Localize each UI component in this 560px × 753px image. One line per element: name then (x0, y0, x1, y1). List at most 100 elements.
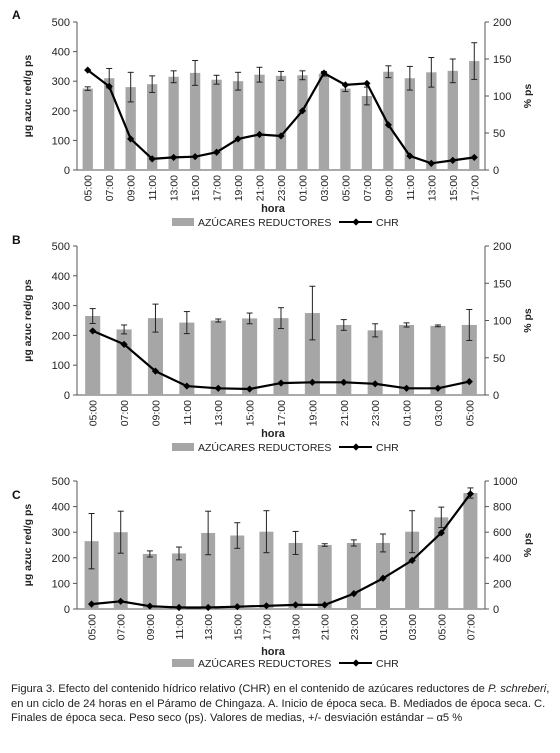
bar (125, 87, 136, 170)
legend-bar-label: AZÚCARES REDUCTORES (198, 657, 331, 670)
chr-point (84, 66, 92, 74)
bar (426, 72, 437, 170)
bar (211, 79, 222, 170)
left-tick-label: 400 (52, 47, 70, 59)
bar (116, 329, 132, 395)
bar (288, 542, 303, 609)
legend-line-label: CHR (376, 217, 399, 229)
bar (210, 320, 226, 395)
chr-point (406, 152, 414, 160)
chart-panel-a: A 0 100 200 300 400 500 0 50 100 150 200 µg azuc red… (12, 8, 534, 229)
chr-point (146, 602, 154, 610)
bar (447, 70, 458, 170)
chr-point (291, 601, 300, 609)
chr-point (427, 159, 435, 167)
right-tick-label: 200 (493, 17, 511, 29)
caption-species: P. schreberi (487, 683, 547, 695)
bar (430, 325, 446, 395)
bar (84, 541, 99, 609)
bar (340, 88, 351, 170)
panel-label: C (12, 488, 21, 502)
y-axis-title: µg azuc red/g ps (22, 279, 34, 362)
left-tick-label: 100 (52, 135, 70, 147)
right-tick-label: 50 (493, 128, 505, 140)
x-tick-label: 17:00 (261, 614, 273, 640)
legend-bar-label: AZÚCARES REDUCTORES (198, 216, 331, 229)
chr-point (341, 81, 350, 89)
chr-point (466, 490, 475, 498)
chr-point (402, 384, 411, 392)
right-tick-label: 200 (493, 578, 511, 590)
legend-line-marker (352, 218, 360, 226)
chr-point (120, 340, 128, 348)
legend-bar-swatch (172, 659, 194, 667)
x-tick-label: 23:00 (370, 400, 382, 426)
x-axis-title: hora (261, 428, 286, 440)
x-tick-label: 15:00 (190, 175, 202, 201)
x-tick-label: 05:00 (83, 175, 95, 201)
x-tick-label: 01:00 (297, 175, 309, 201)
right-tick-label: 50 (493, 353, 505, 365)
x-tick-label: 11:00 (174, 614, 186, 640)
left-tick-label: 0 (64, 604, 70, 616)
chr-point (384, 121, 392, 129)
chart-panel-b: B 0 100 200 300 400 500 0 50 100 150 200 µg azuc red… (12, 233, 534, 454)
x-tick-label: 09:00 (150, 400, 162, 426)
x-axis-title: hora (261, 203, 286, 215)
x-tick-label: 11:00 (405, 175, 417, 201)
x-tick-label: 09:00 (145, 614, 157, 640)
left-tick-label: 200 (52, 553, 70, 565)
left-tick-label: 100 (52, 360, 70, 372)
x-tick-label: 07:00 (104, 175, 116, 201)
right-tick-label: 400 (493, 553, 511, 565)
x-tick-label: 19:00 (233, 175, 245, 201)
bar (297, 75, 308, 170)
x-tick-label: 21:00 (320, 614, 332, 640)
x-tick-label: 21:00 (255, 175, 267, 201)
chr-point (277, 132, 285, 140)
x-tick-label: 13:00 (203, 614, 215, 640)
left-tick-label: 200 (52, 106, 70, 118)
legend-bar-swatch (172, 443, 194, 451)
chr-point (434, 384, 442, 392)
chart-panel-c: C 0 100 200 300 400 500 0 200 400 600 800 1000 µg azu… (12, 476, 534, 670)
x-tick-label: 09:00 (126, 175, 138, 201)
x-tick-label: 07:00 (465, 614, 477, 640)
chr-point (350, 590, 358, 598)
x-tick-label: 15:00 (245, 400, 257, 426)
left-tick-label: 100 (52, 578, 70, 590)
left-tick-label: 500 (52, 241, 70, 253)
left-tick-label: 400 (52, 271, 70, 283)
chr-point (379, 574, 387, 582)
chr-point (233, 603, 241, 611)
right-tick-label: 150 (493, 278, 511, 290)
chr-point (437, 529, 445, 537)
panel-label: A (12, 8, 21, 22)
y2-axis-title: % ps (522, 533, 534, 558)
x-tick-label: 07:00 (119, 400, 131, 426)
chr-point (246, 385, 254, 393)
x-tick-label: 07:00 (116, 614, 128, 640)
x-tick-label: 13:00 (169, 175, 181, 201)
left-tick-label: 300 (52, 527, 70, 539)
bar (201, 532, 216, 609)
left-tick-label: 200 (52, 330, 70, 342)
bar (85, 316, 101, 395)
bar (399, 324, 415, 395)
right-tick-label: 100 (493, 316, 511, 328)
x-tick-label: 13:00 (213, 400, 225, 426)
bar (336, 324, 352, 395)
chr-point (127, 135, 135, 143)
x-tick-label: 03:00 (433, 400, 445, 426)
left-tick-label: 0 (64, 165, 70, 177)
bar (304, 313, 320, 395)
chr-point (148, 155, 156, 163)
x-tick-label: 03:00 (319, 175, 331, 201)
chr-point (255, 130, 264, 139)
chr-point (363, 79, 371, 88)
chr-point (151, 367, 160, 375)
x-tick-label: 05:00 (88, 400, 100, 426)
x-tick-label: 05:00 (340, 175, 352, 201)
bar (142, 553, 157, 609)
legend-line-label: CHR (376, 658, 399, 670)
